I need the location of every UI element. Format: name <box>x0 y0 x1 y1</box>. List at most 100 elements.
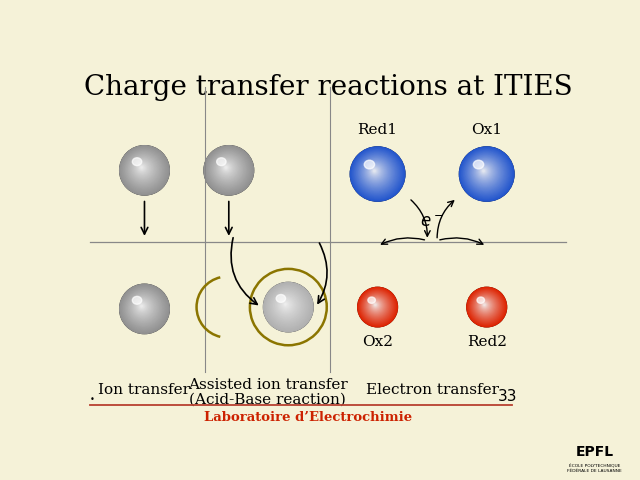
Ellipse shape <box>481 301 490 310</box>
Ellipse shape <box>217 159 237 179</box>
Ellipse shape <box>133 159 152 178</box>
Ellipse shape <box>130 294 157 321</box>
Ellipse shape <box>120 146 170 195</box>
Ellipse shape <box>369 165 381 178</box>
Ellipse shape <box>127 153 160 185</box>
Ellipse shape <box>359 156 394 190</box>
Ellipse shape <box>480 168 488 175</box>
Ellipse shape <box>472 159 499 185</box>
Ellipse shape <box>372 302 379 309</box>
Ellipse shape <box>364 160 387 184</box>
Ellipse shape <box>474 162 495 182</box>
Ellipse shape <box>470 290 503 323</box>
Ellipse shape <box>135 300 150 314</box>
Ellipse shape <box>468 155 504 191</box>
Ellipse shape <box>224 166 228 170</box>
Ellipse shape <box>279 298 293 312</box>
Ellipse shape <box>284 303 287 306</box>
Ellipse shape <box>275 294 298 317</box>
Ellipse shape <box>134 299 151 315</box>
Ellipse shape <box>125 290 162 326</box>
Ellipse shape <box>225 166 227 169</box>
Ellipse shape <box>269 288 305 324</box>
Ellipse shape <box>474 294 499 319</box>
Ellipse shape <box>129 155 158 184</box>
Ellipse shape <box>471 158 499 186</box>
Ellipse shape <box>221 163 232 173</box>
Ellipse shape <box>373 169 376 172</box>
Ellipse shape <box>464 152 508 195</box>
Ellipse shape <box>141 305 142 307</box>
Ellipse shape <box>131 157 155 181</box>
Ellipse shape <box>473 293 499 319</box>
Ellipse shape <box>283 301 289 307</box>
Ellipse shape <box>136 301 148 312</box>
Ellipse shape <box>136 162 148 174</box>
Ellipse shape <box>270 289 305 323</box>
Ellipse shape <box>467 154 505 192</box>
Ellipse shape <box>353 150 401 198</box>
Ellipse shape <box>204 146 253 195</box>
Ellipse shape <box>474 295 497 317</box>
Text: Charge transfer reactions at ITIES: Charge transfer reactions at ITIES <box>84 74 572 101</box>
Ellipse shape <box>365 161 387 183</box>
Ellipse shape <box>460 147 514 201</box>
Ellipse shape <box>372 301 380 309</box>
Ellipse shape <box>271 290 303 322</box>
Ellipse shape <box>471 291 502 322</box>
Ellipse shape <box>362 158 390 186</box>
Ellipse shape <box>364 160 374 169</box>
Ellipse shape <box>205 147 252 193</box>
Ellipse shape <box>372 168 378 174</box>
Ellipse shape <box>370 167 380 176</box>
Ellipse shape <box>276 295 297 316</box>
Ellipse shape <box>214 156 240 181</box>
Ellipse shape <box>474 294 498 318</box>
Ellipse shape <box>483 303 486 307</box>
Ellipse shape <box>468 288 506 325</box>
Ellipse shape <box>356 152 398 194</box>
Ellipse shape <box>126 290 161 326</box>
Ellipse shape <box>120 285 168 333</box>
Ellipse shape <box>365 295 388 317</box>
Ellipse shape <box>356 153 397 193</box>
Ellipse shape <box>220 162 233 174</box>
Ellipse shape <box>129 293 158 323</box>
Ellipse shape <box>124 288 164 329</box>
Text: 33: 33 <box>498 389 517 404</box>
Ellipse shape <box>468 156 502 190</box>
Ellipse shape <box>477 164 492 180</box>
Ellipse shape <box>484 304 485 305</box>
Ellipse shape <box>358 288 397 327</box>
Ellipse shape <box>481 301 489 309</box>
Text: Laboratoire d’Electrochimie: Laboratoire d’Electrochimie <box>204 410 412 423</box>
Ellipse shape <box>269 288 306 324</box>
Ellipse shape <box>475 295 497 317</box>
Ellipse shape <box>209 151 247 189</box>
Ellipse shape <box>282 301 289 308</box>
Ellipse shape <box>131 295 156 320</box>
Ellipse shape <box>134 160 151 177</box>
Ellipse shape <box>124 150 164 190</box>
Ellipse shape <box>472 292 500 321</box>
Ellipse shape <box>365 162 386 182</box>
Ellipse shape <box>273 292 301 320</box>
Ellipse shape <box>372 302 378 308</box>
Ellipse shape <box>138 303 145 310</box>
Ellipse shape <box>470 157 501 188</box>
Ellipse shape <box>125 289 163 327</box>
Ellipse shape <box>461 148 512 199</box>
Ellipse shape <box>478 299 492 312</box>
Ellipse shape <box>132 157 154 180</box>
Ellipse shape <box>370 300 381 311</box>
Ellipse shape <box>469 289 504 324</box>
Ellipse shape <box>366 163 385 181</box>
Ellipse shape <box>215 157 239 181</box>
Ellipse shape <box>132 297 152 317</box>
Ellipse shape <box>131 156 156 181</box>
Ellipse shape <box>351 148 404 200</box>
Ellipse shape <box>125 151 162 188</box>
Ellipse shape <box>369 166 380 177</box>
Ellipse shape <box>361 291 393 323</box>
Ellipse shape <box>368 298 384 313</box>
